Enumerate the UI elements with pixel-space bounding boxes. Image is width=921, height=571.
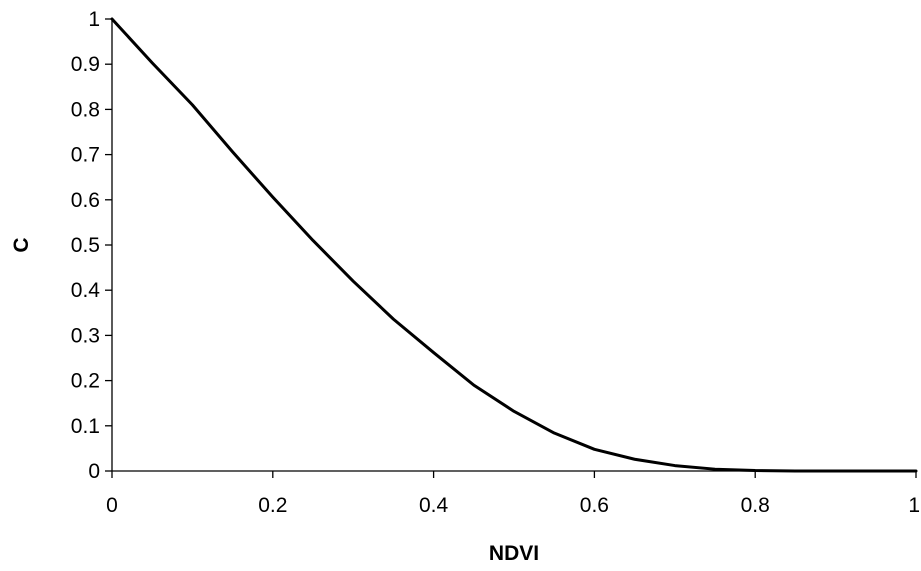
x-axis-title: NDVI (489, 542, 539, 565)
x-tick-label: 0.6 (580, 494, 609, 517)
y-tick-label: 0.3 (71, 324, 100, 347)
x-tick-label: 0.8 (741, 494, 770, 517)
y-tick-label: 1 (88, 8, 100, 31)
x-tick-label: 0 (106, 494, 118, 517)
x-tick-label: 0.4 (419, 494, 449, 517)
y-tick-label: 0.9 (71, 53, 100, 76)
y-tick-label: 0.4 (71, 279, 101, 302)
y-tick-label: 0.8 (71, 98, 100, 121)
y-axis-ticks: 0 0.1 0.2 0.3 0.4 0.5 0.6 0.7 0.8 0.9 1 (71, 8, 112, 483)
y-tick-label: 0.1 (71, 415, 100, 438)
y-tick-label: 0.5 (71, 234, 100, 257)
series-line (110, 17, 918, 473)
series-layer (110, 17, 918, 473)
y-tick-label: 0.6 (71, 189, 100, 212)
y-tick-label: 0.7 (71, 144, 100, 167)
y-axis-title: C (10, 237, 33, 252)
x-tick-label: 0.2 (258, 494, 287, 517)
x-tick-label: 1 (908, 494, 920, 517)
y-tick-label: 0 (88, 460, 100, 483)
x-axis-ticks: 0 0.2 0.4 0.6 0.8 1 (106, 471, 920, 517)
y-tick-label: 0.2 (71, 370, 100, 393)
